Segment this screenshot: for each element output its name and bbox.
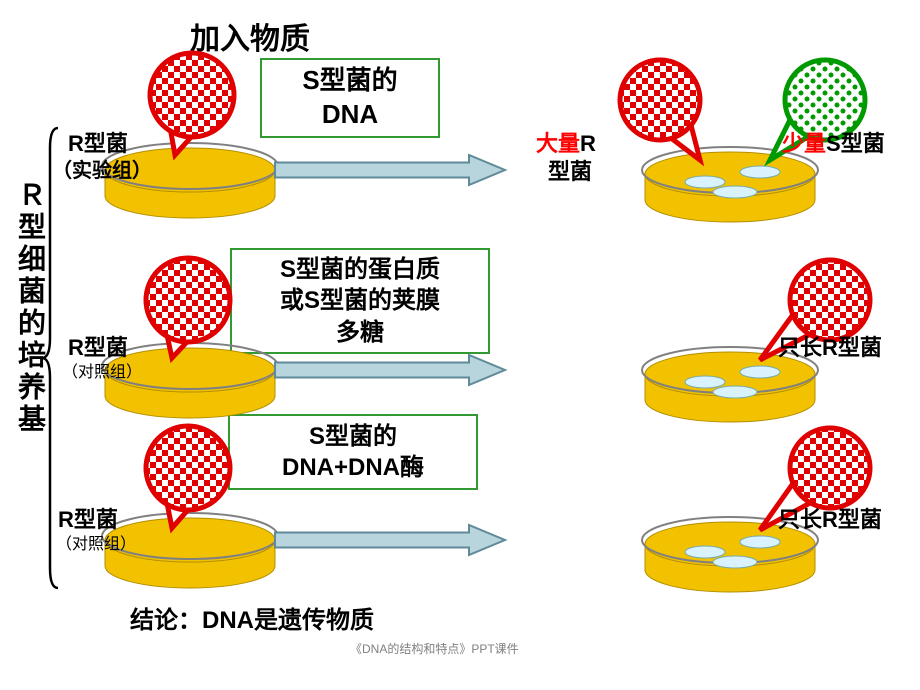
mixed-label-1: 型菌 — [548, 154, 592, 186]
magnify-bubble-red — [146, 258, 230, 358]
petri-dish — [642, 147, 818, 222]
mixed-label-2: 少量S型菌 — [782, 126, 885, 158]
arrow-right — [275, 155, 505, 185]
label-5: （对照组） — [56, 530, 136, 554]
label-8: 只长R型菌 — [778, 330, 882, 362]
arrow-right — [275, 355, 505, 385]
substance-box-0: S型菌的 DNA — [260, 58, 440, 138]
label-6: 结论：DNA是遗传物质 — [130, 600, 374, 635]
substance-box-1: S型菌的蛋白质 或S型菌的荚膜 多糖 — [230, 248, 490, 354]
substance-box-2: S型菌的 DNA+DNA酶 — [228, 414, 478, 490]
label-9: 只长R型菌 — [778, 502, 882, 534]
vertical-axis-label: Ｒ型细菌的培养基 — [10, 180, 50, 436]
label-1: （实验组） — [52, 154, 152, 183]
label-7: 《DNA的结构和特点》PPT课件 — [350, 640, 519, 657]
arrow-right — [275, 525, 505, 555]
magnify-bubble-red — [146, 426, 230, 528]
label-3: （对照组） — [62, 358, 142, 382]
magnify-bubble-red — [620, 60, 700, 160]
magnify-bubble-red — [150, 53, 234, 155]
header-label: 加入物质 — [190, 14, 310, 58]
